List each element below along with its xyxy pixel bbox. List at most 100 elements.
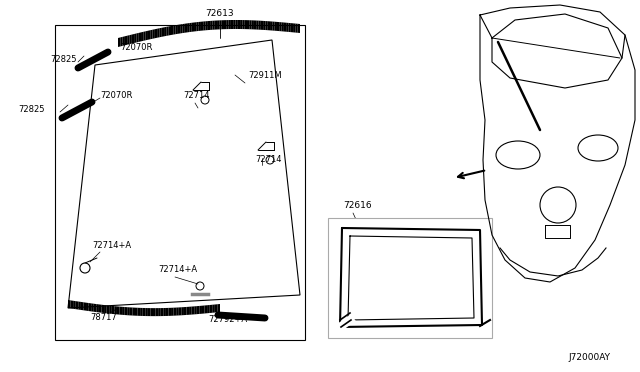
Polygon shape [198,22,201,31]
Polygon shape [273,22,275,31]
Text: J72000AY: J72000AY [568,353,610,362]
Polygon shape [250,20,252,29]
Polygon shape [125,36,127,45]
Polygon shape [221,20,224,29]
Polygon shape [157,28,159,38]
Text: 72825: 72825 [50,55,77,64]
Polygon shape [161,308,163,316]
Polygon shape [158,308,161,316]
Polygon shape [99,304,102,313]
Polygon shape [194,306,197,314]
Polygon shape [240,20,243,29]
Polygon shape [196,22,198,31]
Polygon shape [140,308,143,316]
Polygon shape [145,308,148,316]
Polygon shape [227,20,228,29]
Polygon shape [120,37,123,46]
Polygon shape [152,29,155,39]
Polygon shape [244,20,247,29]
Polygon shape [208,21,210,30]
Polygon shape [181,307,184,315]
Polygon shape [180,24,182,33]
Polygon shape [150,308,153,316]
Polygon shape [148,30,150,40]
Polygon shape [179,307,181,315]
Polygon shape [286,23,289,32]
Polygon shape [194,22,196,32]
Polygon shape [259,20,261,30]
Polygon shape [289,23,291,32]
Text: 72714: 72714 [255,155,282,164]
Polygon shape [212,20,215,30]
Polygon shape [115,306,117,314]
Polygon shape [156,308,158,316]
Polygon shape [210,305,212,313]
Polygon shape [97,304,99,312]
Text: 72613: 72613 [205,10,234,19]
Polygon shape [102,305,104,313]
Polygon shape [215,20,217,30]
Polygon shape [135,308,138,316]
Polygon shape [298,24,300,33]
Polygon shape [94,304,97,312]
Polygon shape [73,301,76,309]
Polygon shape [163,308,166,316]
Polygon shape [134,33,136,43]
Text: 72911M: 72911M [248,71,282,80]
Polygon shape [291,23,293,32]
Text: 72792+A: 72792+A [208,315,247,324]
Text: 78717: 78717 [90,314,116,323]
Polygon shape [217,20,220,29]
Polygon shape [118,38,120,47]
Polygon shape [159,28,162,37]
Text: 72070R: 72070R [120,42,152,51]
Polygon shape [143,308,145,316]
Polygon shape [252,20,254,29]
Polygon shape [268,21,270,31]
Polygon shape [169,26,171,35]
Polygon shape [127,35,129,45]
Polygon shape [68,300,70,308]
Polygon shape [191,307,194,315]
Polygon shape [173,308,176,316]
Polygon shape [173,25,175,35]
Polygon shape [185,23,187,33]
Polygon shape [270,21,273,31]
Polygon shape [218,304,220,312]
Polygon shape [129,35,132,44]
Text: 72070R: 72070R [100,92,132,100]
Polygon shape [210,21,212,30]
Polygon shape [284,22,286,32]
Polygon shape [138,308,140,316]
Polygon shape [78,302,81,310]
Polygon shape [122,307,125,315]
Polygon shape [266,21,268,30]
Polygon shape [184,307,186,315]
Polygon shape [117,307,120,315]
Polygon shape [166,26,169,36]
Polygon shape [238,20,240,29]
Polygon shape [83,302,86,311]
Polygon shape [205,305,207,314]
Polygon shape [275,22,277,31]
Polygon shape [197,306,200,314]
Polygon shape [141,32,143,41]
Polygon shape [263,21,266,30]
Polygon shape [254,20,256,29]
Polygon shape [150,30,152,39]
Polygon shape [207,305,210,313]
Polygon shape [189,23,192,32]
Polygon shape [178,25,180,34]
Polygon shape [155,29,157,38]
Polygon shape [139,32,141,42]
Polygon shape [91,304,94,312]
Polygon shape [104,305,107,313]
Polygon shape [215,304,218,312]
Polygon shape [236,20,238,29]
Polygon shape [168,308,171,316]
Polygon shape [107,305,109,314]
Polygon shape [192,22,194,32]
Polygon shape [176,307,179,315]
Polygon shape [220,20,221,29]
Text: 72825: 72825 [18,106,45,115]
